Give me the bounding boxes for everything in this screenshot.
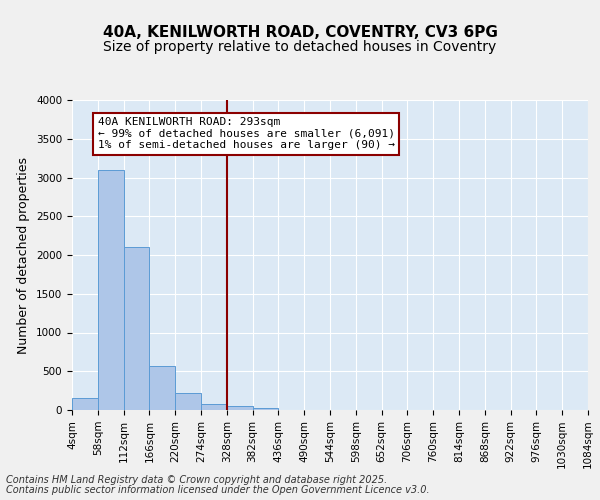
Bar	[227, 406, 253, 410]
Bar	[98, 170, 124, 410]
Text: Contains public sector information licensed under the Open Government Licence v3: Contains public sector information licen…	[6, 485, 430, 495]
Bar	[253, 408, 278, 410]
Bar	[72, 398, 98, 410]
Y-axis label: Number of detached properties: Number of detached properties	[17, 156, 31, 354]
Text: Size of property relative to detached houses in Coventry: Size of property relative to detached ho…	[103, 40, 497, 54]
Bar	[149, 366, 175, 410]
Text: 40A, KENILWORTH ROAD, COVENTRY, CV3 6PG: 40A, KENILWORTH ROAD, COVENTRY, CV3 6PG	[103, 25, 497, 40]
Bar	[201, 404, 227, 410]
Bar	[124, 247, 149, 410]
Text: Contains HM Land Registry data © Crown copyright and database right 2025.: Contains HM Land Registry data © Crown c…	[6, 475, 387, 485]
Bar	[175, 393, 201, 410]
Text: 40A KENILWORTH ROAD: 293sqm
← 99% of detached houses are smaller (6,091)
1% of s: 40A KENILWORTH ROAD: 293sqm ← 99% of det…	[98, 117, 395, 150]
